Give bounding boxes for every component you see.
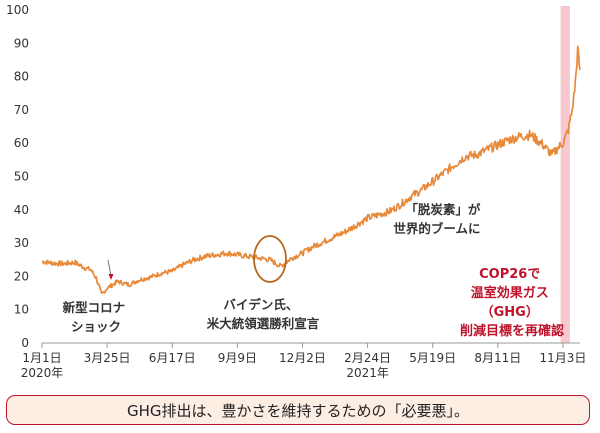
caption-text: GHG排出は、豊かさを維持するための「必要悪」。 [126, 401, 470, 420]
x-tick-label: 9月9日 [218, 351, 257, 365]
x-tick-label: 1月1日 [22, 351, 61, 365]
x-tick-label: 12月2日 [279, 351, 326, 365]
y-tick-label: 0 [21, 336, 29, 350]
y-tick-label: 10 [14, 303, 29, 317]
annotation-cop26-line2: 温室効果ガス [471, 285, 549, 301]
cop26-highlight-band [560, 6, 570, 343]
series-line-0 [41, 45, 581, 295]
series-layer [41, 45, 581, 295]
caption-box: GHG排出は、豊かさを維持するための「必要悪」。 [6, 395, 590, 425]
annotation-biden-line2: 米大統領選勝利宣言 [206, 316, 320, 331]
y-tick-label: 60 [14, 136, 29, 150]
x-tick-label: 3月25日 [84, 351, 131, 365]
annotation-cop26-line4: 削減目標を再確認 [460, 323, 564, 339]
covid-shock-marker [107, 259, 114, 280]
x-tick-label: 11月3日 [539, 351, 586, 365]
biden-highlight-ellipse [253, 235, 287, 283]
annotation-cop26-line1: COP26で [479, 267, 540, 282]
x-tick-label: 6月17日 [149, 351, 196, 365]
y-tick-label: 80 [14, 70, 29, 84]
annotation-decarbonization: 「脱炭素」が 世界的ブームに [393, 202, 484, 236]
annotation-cop26-line3: （GHG） [481, 304, 539, 320]
annotation-covid-line2: ショック [71, 319, 121, 334]
x-tick-label: 8月11日 [474, 351, 521, 365]
annotation-biden-line1: バイデン氏、 [223, 297, 298, 312]
highlight-band-layer [560, 6, 570, 343]
x-tick-sublabel: 2020年 [21, 366, 64, 380]
y-tick-label: 40 [14, 203, 29, 217]
annotation-covid: 新型コロナ ショック [63, 300, 130, 334]
x-tick-label: 5月19日 [409, 351, 456, 365]
y-tick-label: 90 [14, 36, 29, 50]
annotation-decarbonization-line1: 「脱炭素」が [405, 202, 481, 217]
annotation-biden: バイデン氏、 米大統領選勝利宣言 [206, 297, 320, 331]
x-tick-label: 2月24日 [344, 351, 391, 365]
y-tick-label: 30 [14, 236, 29, 250]
annotation-covid-line1: 新型コロナ [63, 300, 126, 315]
y-tick-label: 100 [6, 3, 29, 17]
annotation-decarbonization-line2: 世界的ブームに [393, 221, 480, 236]
y-tick-label: 20 [14, 269, 29, 283]
y-tick-label: 50 [14, 170, 29, 184]
y-tick-label: 70 [14, 103, 29, 117]
x-tick-sublabel: 2021年 [346, 366, 389, 380]
annotation-cop26: COP26で 温室効果ガス （GHG） 削減目標を再確認 [460, 267, 564, 339]
y-axis: 0 10 20 30 40 50 60 70 80 90 100 [6, 3, 29, 350]
